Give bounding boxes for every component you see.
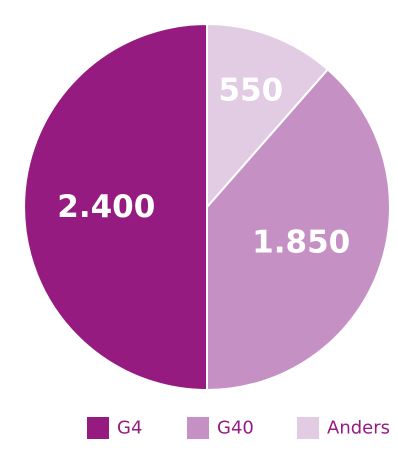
legend-item-g40: G40 bbox=[187, 417, 254, 439]
pie-slice-g40 bbox=[206, 68, 392, 391]
slice-value-label-anders: 550 bbox=[218, 73, 283, 109]
pie-slice-anders bbox=[206, 23, 329, 208]
legend-swatch-anders bbox=[297, 417, 319, 439]
pie-slice-labels: 2.400 1.850 550 bbox=[57, 73, 350, 261]
pie-slices bbox=[23, 23, 392, 391]
pie-slice-g4 bbox=[23, 23, 208, 391]
legend-item-anders: Anders bbox=[297, 417, 390, 439]
legend-item-g4: G4 bbox=[87, 417, 142, 439]
slice-value-label-g40: 1.850 bbox=[252, 225, 350, 261]
legend-swatch-g40 bbox=[187, 417, 209, 439]
legend-swatch-g4 bbox=[87, 417, 109, 439]
legend-label-g4: G4 bbox=[117, 418, 142, 439]
legend-label-anders: Anders bbox=[327, 418, 390, 439]
slice-value-label-g4: 2.400 bbox=[57, 189, 155, 225]
legend-label-g40: G40 bbox=[217, 418, 254, 439]
legend: G4 G40 Anders bbox=[87, 417, 390, 439]
